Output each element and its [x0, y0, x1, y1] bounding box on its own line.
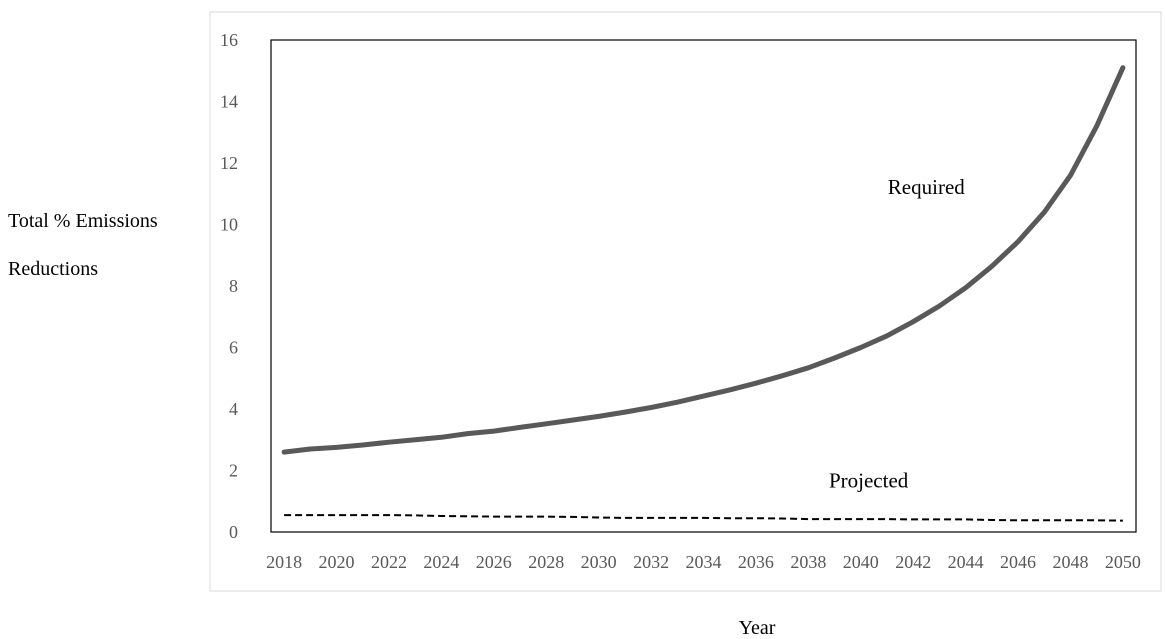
x-tick-label: 2040: [843, 552, 879, 572]
y-tick-label: 12: [220, 153, 238, 173]
x-axis-ticks: 2018 2020 2022 2024 2026 2028 2030 2032 2034 2036…: [266, 552, 1141, 572]
annotation-required: Required: [888, 175, 965, 199]
x-tick-label: 2026: [476, 552, 512, 572]
x-tick-label: 2050: [1105, 552, 1141, 572]
y-tick-label: 2: [229, 461, 238, 481]
x-tick-label: 2036: [738, 552, 774, 572]
x-tick-label: 2048: [1052, 552, 1088, 572]
x-tick-label: 2020: [319, 552, 355, 572]
x-tick-label: 2046: [1000, 552, 1036, 572]
y-tick-label: 6: [229, 338, 238, 358]
y-tick-label: 10: [220, 215, 238, 235]
y-tick-label: 0: [229, 522, 238, 542]
series-lines: [281, 65, 1126, 522]
y-tick-label: 16: [220, 30, 238, 50]
x-tick-label: 2034: [686, 552, 722, 572]
y-tick-label: 4: [229, 399, 238, 419]
x-tick-label: 2044: [948, 552, 984, 572]
y-axis-title-line-2: Reductions: [8, 258, 98, 280]
x-tick-label: 2018: [266, 552, 302, 572]
x-tick-label: 2038: [790, 552, 826, 572]
x-tick-label: 2028: [528, 552, 564, 572]
x-axis-title: Year: [739, 617, 776, 639]
y-tick-label: 8: [229, 276, 238, 296]
y-axis-title-line-1: Total % Emissions: [8, 210, 158, 232]
x-tick-label: 2032: [633, 552, 669, 572]
x-tick-label: 2042: [895, 552, 931, 572]
x-tick-label: 2024: [423, 552, 459, 572]
series-annotations: Required Projected: [829, 175, 965, 493]
y-tick-label: 14: [220, 92, 238, 112]
x-tick-label: 2022: [371, 552, 407, 572]
series-line-projected: [284, 514, 1123, 522]
series-line-required: [281, 65, 1126, 455]
chart-area-border: [209, 11, 1162, 592]
annotation-projected: Projected: [829, 468, 909, 492]
x-tick-label: 2030: [581, 552, 617, 572]
plot-area-frame: [270, 39, 1137, 533]
y-axis-ticks: 0 2 4 6 8 10 12 14 16: [220, 30, 238, 542]
